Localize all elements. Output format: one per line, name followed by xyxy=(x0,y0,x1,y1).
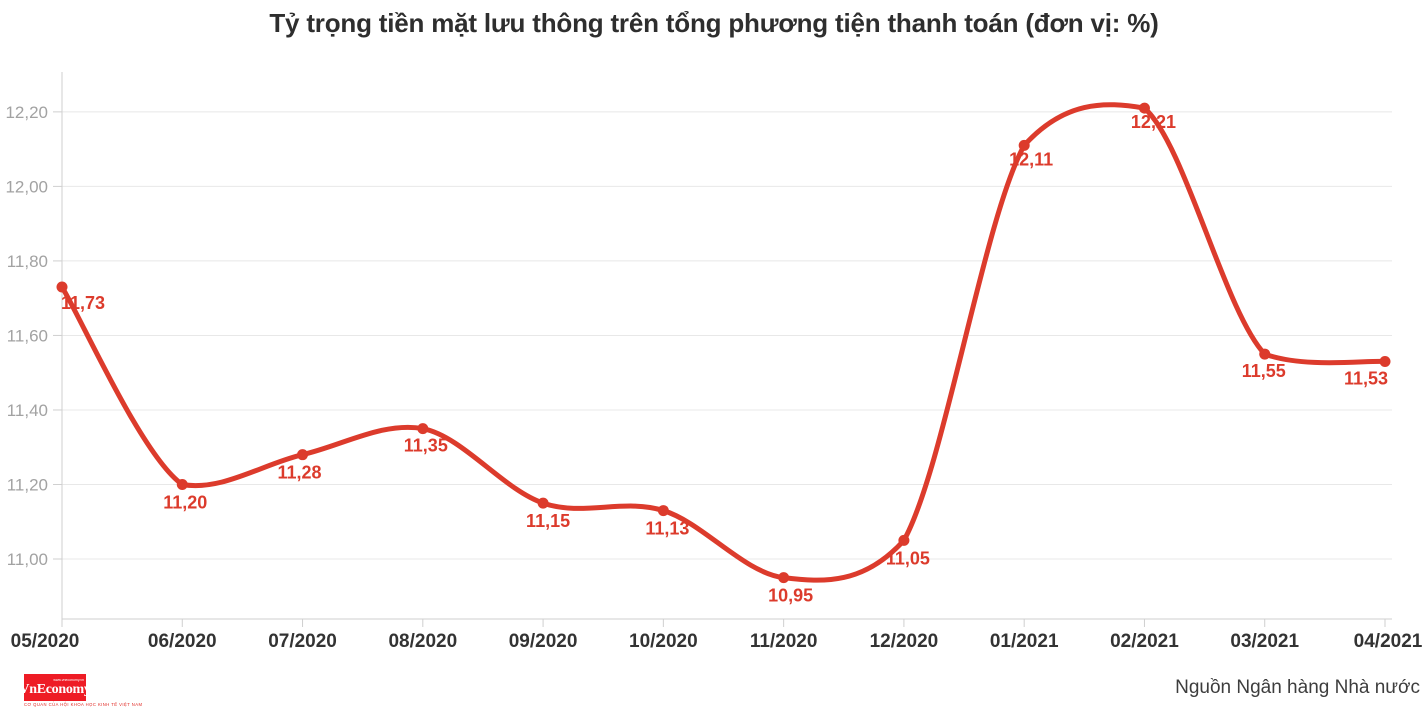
x-tick-label: 06/2020 xyxy=(148,631,217,652)
x-tick-label: 02/2021 xyxy=(1110,631,1179,652)
data-point-marker xyxy=(176,478,188,490)
x-tick-label: 03/2021 xyxy=(1230,631,1299,652)
y-tick-label: 11,40 xyxy=(7,401,48,420)
data-point-label: 11,55 xyxy=(1242,361,1286,381)
source-note: Nguồn Ngân hàng Nhà nước xyxy=(1175,677,1420,698)
data-point-marker xyxy=(778,572,790,584)
data-point-marker xyxy=(898,534,910,546)
y-tick-label: 11,60 xyxy=(7,326,48,345)
x-tick-label: 05/2020 xyxy=(11,631,80,652)
x-tick-label: 12/2020 xyxy=(870,631,939,652)
data-point-label: 11,20 xyxy=(163,492,207,512)
y-tick-label: 11,20 xyxy=(7,475,48,494)
data-point-marker xyxy=(537,497,549,509)
data-point-marker xyxy=(1379,356,1391,368)
x-tick-label: 01/2021 xyxy=(990,631,1059,652)
y-tick-label: 12,00 xyxy=(5,177,48,196)
data-point-label: 11,73 xyxy=(61,293,105,313)
data-point-label: 11,05 xyxy=(886,548,930,568)
data-point-marker xyxy=(297,449,309,461)
data-point-label: 11,15 xyxy=(526,511,570,531)
series-line xyxy=(59,102,1388,583)
vneconomy-logo-box: www.vneconomy.vn VnEconomy xyxy=(19,674,91,701)
data-point-marker xyxy=(657,505,669,517)
data-point-label: 10,95 xyxy=(768,586,813,606)
x-tick-label: 11/2020 xyxy=(750,631,818,652)
vneconomy-logo: www.vneconomy.vn VnEconomy CƠ QUAN CỦA H… xyxy=(19,674,164,708)
x-tick-label: 10/2020 xyxy=(629,631,698,652)
y-tick-label: 11,80 xyxy=(7,252,48,271)
x-tick-label: 08/2020 xyxy=(388,631,457,652)
data-point-marker xyxy=(1259,348,1271,360)
chart-title: Tỷ trọng tiền mặt lưu thông trên tổng ph… xyxy=(269,8,1159,38)
data-point-label: 12,11 xyxy=(1009,149,1053,169)
logo-name: VnEconomy xyxy=(19,682,91,697)
logo-top-line: www.vneconomy.vn xyxy=(53,678,84,682)
data-point-marker xyxy=(417,423,429,435)
x-tick-label: 04/2021 xyxy=(1354,631,1423,652)
data-point-label: 11,35 xyxy=(404,436,448,456)
data-point-marker xyxy=(1138,102,1150,114)
x-tick-label: 09/2020 xyxy=(509,631,578,652)
x-tick-label: 07/2020 xyxy=(268,631,337,652)
data-point-marker xyxy=(56,281,68,293)
data-point-label: 11,28 xyxy=(278,463,322,483)
data-point-label: 11,13 xyxy=(645,519,689,539)
data-point-label: 11,53 xyxy=(1344,369,1388,389)
y-tick-label: 11,00 xyxy=(7,550,48,569)
logo-sub-line: CƠ QUAN CỦA HỘI KHOA HỌC KINH TẾ VIỆT NA… xyxy=(24,702,143,707)
data-point-label: 12,21 xyxy=(1131,112,1176,132)
data-point-marker xyxy=(1018,139,1030,151)
y-tick-label: 12,20 xyxy=(5,103,48,122)
